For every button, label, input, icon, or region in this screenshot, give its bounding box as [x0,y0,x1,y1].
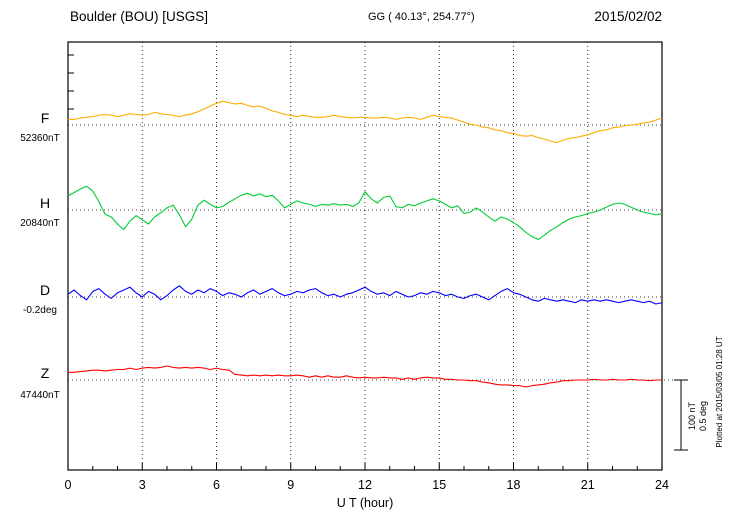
series-baseline-Z: 47440nT [20,390,59,401]
traces [67,100,663,388]
x-tick-label: 21 [581,478,595,492]
x-tick-label: 24 [655,478,669,492]
x-tick-label: 9 [287,478,294,492]
x-tick-label: 18 [507,478,521,492]
x-tick-label: 0 [65,478,72,492]
x-tick-labels: 0 3 6 9 12 15 18 21 24 [65,478,669,492]
series-label-Z: Z [41,365,50,381]
station-title: Boulder (BOU) [USGS] [70,9,208,24]
series-baseline-H: 20840nT [20,218,59,229]
coords-label: GG ( 40.13°, 254.77°) [368,11,475,23]
trace-F [68,100,663,144]
plotted-at-note: Plotted at 2015/03/05 01:28 UT [715,336,724,447]
series-baseline-F: 52360nT [20,133,59,144]
series-label-D: D [40,282,50,298]
series-label-H: H [40,195,50,211]
scale-bar: 100 nT 0.5 deg [674,379,708,451]
trace-H [67,185,663,240]
x-tick-label: 12 [358,478,372,492]
axis-ticks [67,54,663,470]
series-baseline-D: -0.2deg [23,305,57,316]
series-label-F: F [41,110,50,126]
baselines [68,124,688,381]
gridlines [141,42,589,470]
x-tick-label: 6 [213,478,220,492]
trace-Z [68,365,662,388]
x-tick-label: 15 [432,478,446,492]
scale-label-nt: 100 nT [687,401,697,430]
scale-label-deg: 0.5 deg [698,401,708,431]
x-tick-label: 3 [139,478,146,492]
trace-D [67,285,663,305]
date-label: 2015/02/02 [594,9,662,24]
x-axis-title: U T (hour) [337,496,394,510]
